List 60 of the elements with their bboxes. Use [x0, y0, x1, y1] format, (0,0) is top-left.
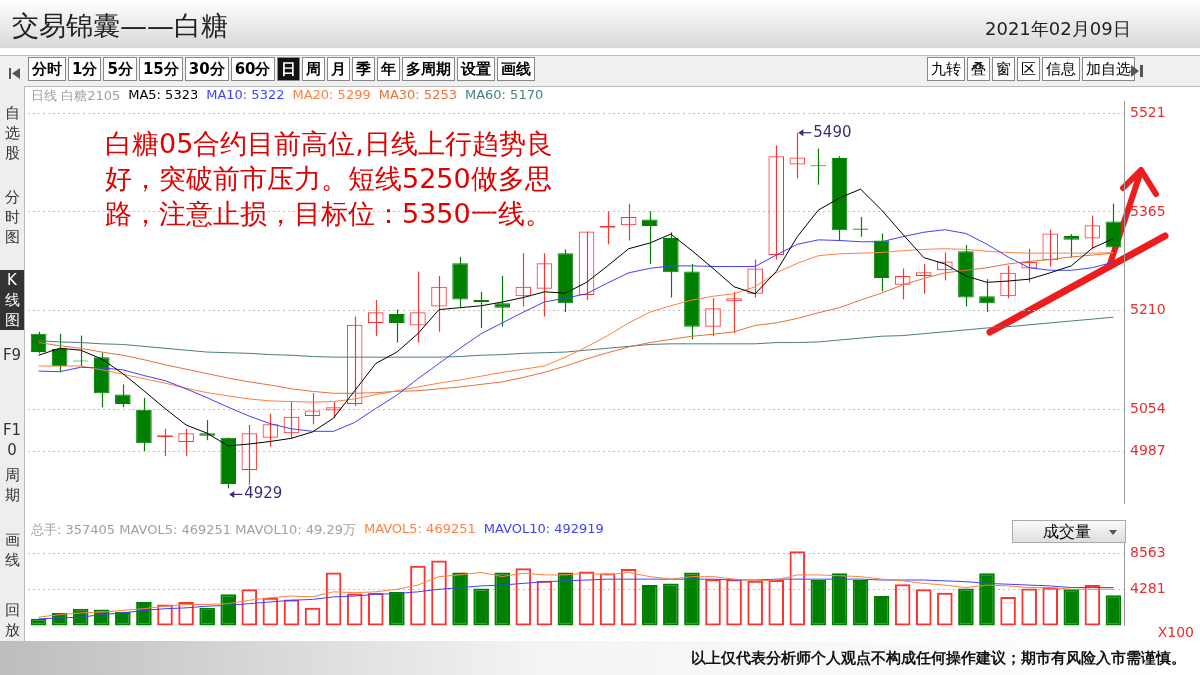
- text: 15分: [138, 57, 183, 81]
- text: 多周期: [401, 57, 455, 81]
- text: 月: [326, 57, 350, 81]
- y-tick-label: 4987: [1130, 442, 1166, 459]
- candlestick: [641, 210, 658, 265]
- y-tick-label: 5365: [1130, 202, 1166, 219]
- text: 区: [1017, 57, 1040, 81]
- text: 年: [376, 57, 400, 81]
- y-tick-label: 8563: [1130, 543, 1166, 560]
- annotation: 5490: [813, 122, 852, 141]
- candlestick: [389, 308, 405, 344]
- candlestick: [473, 291, 489, 329]
- text: F10: [1, 420, 23, 460]
- text: MA5: 5323: [128, 87, 199, 104]
- text: 以上仅代表分析师个人观点不构成任何操作建议；期市有风险入市需谨慎。: [691, 649, 1186, 668]
- text: 信息: [1042, 57, 1080, 81]
- y-axis-title: X100: [1157, 624, 1194, 640]
- text: 1分: [68, 57, 102, 81]
- annotation: 4929: [244, 484, 283, 503]
- text: MA60: 5170: [464, 87, 544, 104]
- text: 季: [351, 57, 375, 81]
- text: 周期: [3, 465, 21, 505]
- annotation: 白糖05合约目前高位,日线上行趋势良好，突破前市压力。短线5250做多思路，注意止损，目标位：5350一线。: [105, 127, 554, 231]
- text: 成交量: [1043, 522, 1091, 541]
- text: MA30: 5253: [378, 87, 457, 104]
- chart-subtitle: 日线 白糖2105: [31, 87, 121, 105]
- text: 画线: [496, 57, 535, 81]
- candlestick: [1105, 203, 1122, 256]
- text: 自选股: [3, 103, 21, 163]
- text: 画线: [3, 530, 21, 570]
- y-tick-label: 4281: [1130, 580, 1166, 597]
- text: 60分: [230, 57, 275, 81]
- text: 分时: [28, 57, 66, 81]
- y-tick-label: 5210: [1130, 300, 1166, 317]
- text: MA20: 5299: [292, 87, 371, 104]
- text: 周: [301, 57, 325, 81]
- candlestick: [494, 275, 511, 328]
- candlestick: [1063, 233, 1080, 259]
- text: 叠: [967, 57, 990, 81]
- text: 5分: [103, 57, 137, 81]
- chart-subtitle: 总手: 357405 MAVOL5: 469251 MAVOL10: 49.29万: [31, 521, 356, 539]
- text: 交易锦囊——白糖: [12, 9, 228, 43]
- candlestick: [115, 383, 131, 408]
- text: K线图: [0, 270, 24, 330]
- text: MAVOL10: 492919: [483, 521, 604, 538]
- text: 30分: [184, 57, 229, 81]
- text: MAVOL5: 469251: [363, 521, 476, 538]
- text: 窗: [992, 57, 1015, 81]
- y-tick-label: 5054: [1130, 399, 1166, 416]
- text: 日: [276, 57, 300, 81]
- candlestick: [979, 278, 995, 313]
- text: 设置: [456, 57, 495, 81]
- y-tick-label: 5521: [1130, 103, 1166, 120]
- text: F9: [1, 345, 23, 365]
- text: 2021年02月09日: [985, 17, 1131, 41]
- text: 九转: [927, 57, 965, 81]
- text: MA10: 5322: [206, 87, 285, 104]
- text: 分时图: [3, 187, 21, 247]
- text: 回放: [3, 600, 21, 640]
- text: 加自选: [1082, 57, 1135, 81]
